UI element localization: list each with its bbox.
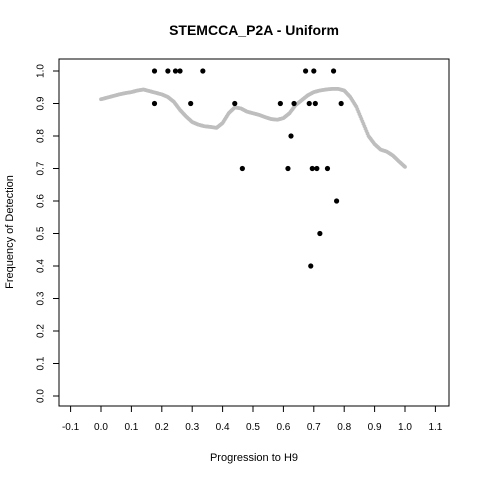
- x-tick-label: 1.0: [398, 422, 412, 433]
- observed-point: [314, 165, 320, 172]
- observed-point: [177, 68, 183, 74]
- observed-point: [334, 198, 340, 204]
- observed-point: [317, 230, 323, 237]
- y-tick-label: 0.4: [36, 259, 47, 273]
- y-tick-label: 0.1: [36, 356, 47, 370]
- y-tick-label: 0.6: [36, 194, 47, 208]
- y-axis-label: Frequency of Detection: [4, 175, 16, 289]
- observed-point: [200, 68, 206, 74]
- x-tick-label: 0.3: [185, 422, 199, 433]
- observed-point: [172, 68, 179, 74]
- x-tick-label: 0.4: [216, 422, 230, 433]
- observed-point: [277, 100, 283, 107]
- observed-point: [311, 68, 317, 74]
- observed-point: [165, 68, 171, 74]
- observed-point: [239, 165, 245, 172]
- observed-point: [288, 133, 294, 139]
- observed-points-series: [151, 68, 344, 269]
- observed-point: [324, 165, 331, 172]
- observed-point: [302, 68, 309, 74]
- y-tick-label: 1.0: [36, 64, 47, 78]
- x-tick-label: 0.7: [307, 422, 321, 433]
- x-axis-label: Progression to H9: [210, 452, 298, 464]
- observed-point: [151, 68, 158, 74]
- x-tick-label: 0.1: [124, 422, 138, 433]
- observed-point: [188, 100, 194, 107]
- plot-area-frame: [58, 58, 450, 407]
- observed-point: [312, 100, 318, 107]
- observed-point: [338, 100, 344, 107]
- chart-title: STEMCCA_P2A - Uniform: [169, 22, 339, 38]
- observed-point: [309, 165, 315, 172]
- observed-point: [308, 263, 314, 269]
- x-axis: -0.1 0.0 0.1 0.2 0.3 0.4 0.5 0.6 0.7 0.8 0.9 1.0 1.1: [62, 406, 443, 433]
- y-tick-label: 0.5: [36, 226, 47, 240]
- y-tick-label: 0.8: [36, 129, 47, 143]
- y-tick-label: 0.2: [36, 324, 47, 338]
- x-tick-label: 0.9: [368, 422, 382, 433]
- x-tick-label: 0.6: [276, 422, 290, 433]
- x-tick-label: 1.1: [428, 422, 442, 433]
- curve-point: [403, 164, 407, 169]
- y-tick-label: 0.0: [36, 389, 47, 403]
- observed-point: [285, 165, 291, 172]
- x-tick-label: 0.2: [155, 422, 169, 433]
- observed-point: [306, 100, 312, 107]
- x-tick-label: -0.1: [62, 422, 80, 433]
- observed-point: [151, 100, 158, 107]
- observed-point: [232, 100, 238, 107]
- x-tick-label: 0.5: [246, 422, 260, 433]
- x-tick-label: 0.0: [94, 422, 108, 433]
- smoothed-curve-series: [99, 86, 407, 169]
- observed-point: [330, 68, 337, 74]
- y-tick-label: 0.9: [36, 96, 47, 110]
- observed-point: [291, 100, 297, 107]
- x-tick-label: 0.8: [337, 422, 351, 433]
- y-tick-label: 0.3: [36, 291, 47, 305]
- y-tick-label: 0.7: [36, 161, 47, 175]
- y-axis: 0.0 0.1 0.2 0.3 0.4 0.5 0.6 0.7 0.8 0.9 1.0: [36, 64, 59, 403]
